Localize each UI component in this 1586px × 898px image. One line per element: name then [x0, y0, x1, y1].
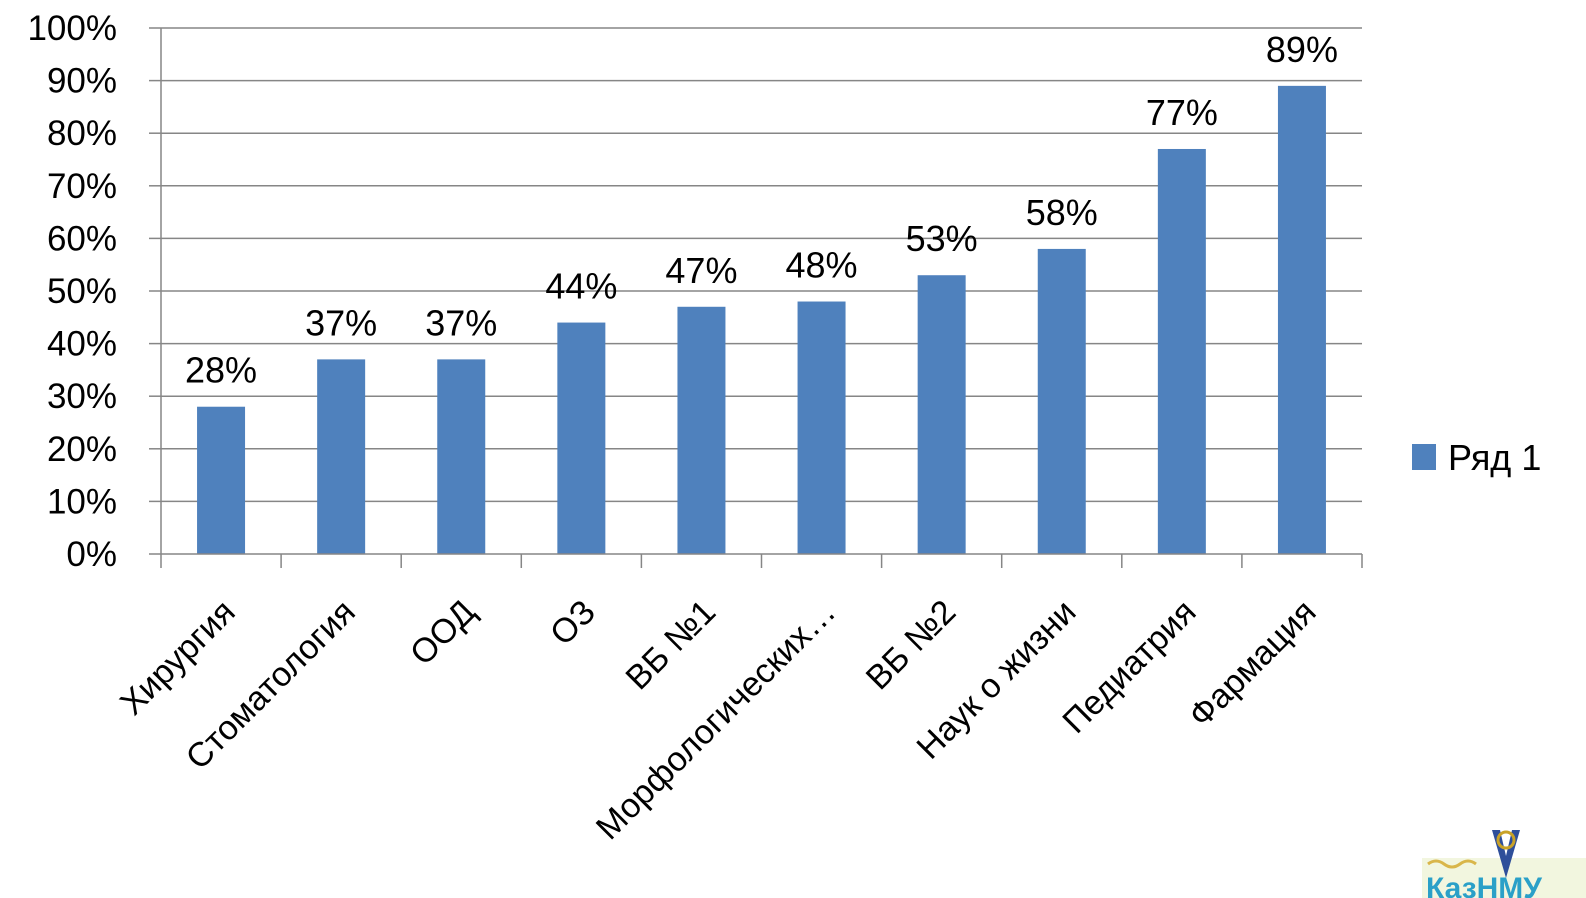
data-label: 37% [305, 302, 377, 343]
y-tick-label: 50% [47, 272, 117, 311]
y-tick-label: 10% [47, 482, 117, 521]
x-tick-label: Морфологических… [589, 593, 843, 847]
x-tick-label: ООД [403, 593, 483, 673]
x-tick-label: Хирургия [113, 593, 243, 723]
x-tick-label: ВБ №1 [619, 593, 724, 698]
data-labels: 28% 37% 37% 44% 47% 48% 53% 58% 77% 89% [185, 29, 1338, 391]
x-tick-label: ОЗ [543, 593, 603, 653]
bars [197, 85, 1326, 555]
data-label: 48% [786, 245, 858, 286]
x-tick-label: Фармация [1182, 593, 1324, 735]
bar [1277, 85, 1326, 555]
bar [1037, 248, 1086, 555]
legend-swatch [1412, 444, 1436, 470]
data-label: 37% [425, 302, 497, 343]
y-tick-label: 20% [47, 430, 117, 469]
y-tick-label: 70% [47, 167, 117, 206]
y-tick-label: 30% [47, 377, 117, 416]
y-tick-label: 80% [47, 114, 117, 153]
data-label: 47% [665, 250, 737, 291]
data-label: 28% [185, 350, 257, 391]
y-axis-ticks: 0% 10% 20% 30% 40% 50% 60% 70% 80% 90% 100% [27, 9, 161, 574]
y-tick-label: 100% [27, 9, 117, 48]
legend: Ряд 1 [1412, 437, 1541, 478]
legend-label: Ряд 1 [1448, 437, 1541, 478]
x-tick-label: ВБ №2 [859, 593, 964, 698]
bar [1157, 148, 1206, 555]
y-tick-label: 90% [47, 62, 117, 101]
data-label: 58% [1026, 192, 1098, 233]
data-label: 44% [545, 266, 617, 307]
bar [557, 322, 606, 554]
y-tick-label: 0% [66, 535, 117, 574]
bar [317, 359, 366, 554]
university-logo-icon: КазНМУ [1422, 830, 1586, 898]
y-tick-label: 60% [47, 219, 117, 258]
y-tick-label: 40% [47, 325, 117, 364]
bar [197, 406, 246, 554]
bar [917, 275, 966, 554]
data-label: 89% [1266, 29, 1338, 70]
bar [437, 359, 486, 554]
bar [677, 306, 726, 554]
logo-text: КазНМУ [1426, 872, 1542, 898]
data-label: 77% [1146, 92, 1218, 133]
x-axis [160, 28, 1363, 568]
data-label: 53% [906, 218, 978, 259]
bar [797, 301, 846, 554]
